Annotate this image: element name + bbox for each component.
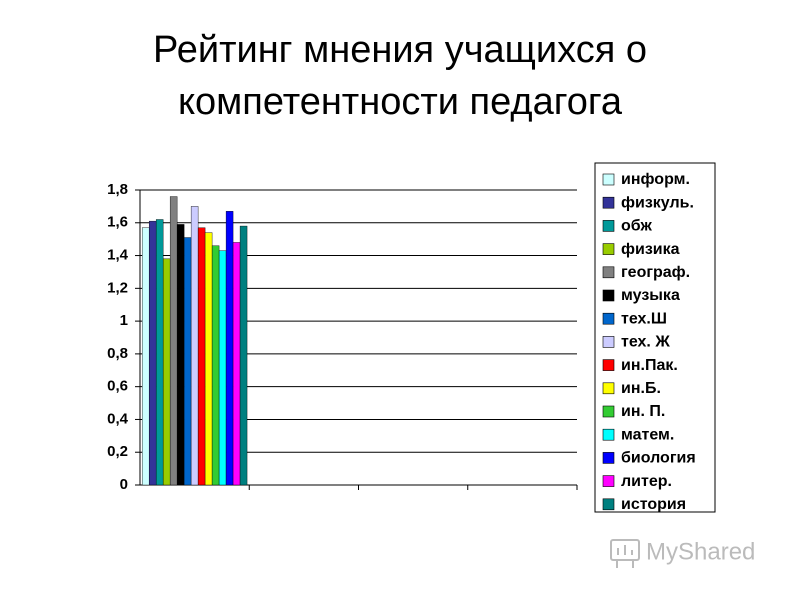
bar [218, 250, 227, 486]
bar [239, 225, 248, 486]
legend-swatch [602, 312, 615, 325]
y-tick-label: 0 [120, 476, 128, 493]
legend-swatch [602, 498, 615, 511]
bar [141, 227, 150, 486]
legend-box [594, 162, 716, 513]
legend-label: информ. [621, 171, 690, 188]
bar [162, 258, 171, 486]
bar [197, 227, 206, 486]
bar [232, 242, 241, 486]
legend-swatch [602, 266, 615, 279]
legend-swatch [602, 243, 615, 255]
legend-label: биология [621, 450, 696, 467]
legend-label: литер. [621, 473, 672, 490]
legend-label: ин.Б. [621, 380, 661, 397]
y-tick-label: 0,8 [107, 345, 128, 362]
y-tick-label: 1,4 [107, 247, 129, 264]
legend-label: географ. [621, 264, 690, 281]
legend-swatch [602, 336, 615, 348]
legend-swatch [602, 359, 615, 371]
legend-swatch [602, 196, 615, 209]
y-tick-label: 0,2 [107, 443, 128, 460]
bar [176, 224, 185, 486]
legend-swatch [602, 452, 615, 464]
title-line: Рейтинг мнения учащихся о [153, 29, 647, 71]
watermark: MyShared [646, 538, 755, 565]
legend-label: обж [621, 218, 652, 235]
y-tick-label: 1,8 [107, 181, 128, 198]
legend-swatch [602, 428, 615, 441]
legend-label: тех. Ж [621, 334, 670, 351]
y-tick-label: 0,4 [107, 410, 129, 427]
legend-swatch [602, 173, 615, 186]
bar [211, 245, 220, 486]
title-line: компетентности педагога [178, 81, 623, 123]
legend-swatch [602, 289, 615, 302]
legend-label: физкуль. [621, 194, 694, 211]
y-tick-label: 1,6 [107, 214, 128, 231]
y-tick-label: 1,2 [107, 279, 128, 296]
legend-swatch [602, 475, 615, 487]
legend-label: история [621, 496, 686, 513]
bar [190, 206, 199, 486]
legend-label: ин.Пак. [621, 357, 678, 374]
y-tick-label: 1 [120, 312, 128, 329]
legend-label: физика [621, 241, 680, 258]
bar [183, 237, 192, 486]
watermark-icon [610, 539, 640, 568]
legend-swatch [602, 405, 615, 418]
legend-label: тех.Ш [621, 310, 667, 327]
legend-label: матем. [621, 426, 674, 443]
legend-label: музыка [621, 287, 680, 304]
legend-swatch [602, 382, 615, 395]
bar [169, 196, 178, 486]
legend-swatch [602, 220, 615, 232]
bar [155, 219, 164, 486]
legend-label: ин. П. [621, 403, 665, 420]
bar [204, 232, 213, 486]
bar [225, 211, 234, 486]
bar [148, 220, 157, 486]
y-tick-label: 0,6 [107, 378, 128, 395]
